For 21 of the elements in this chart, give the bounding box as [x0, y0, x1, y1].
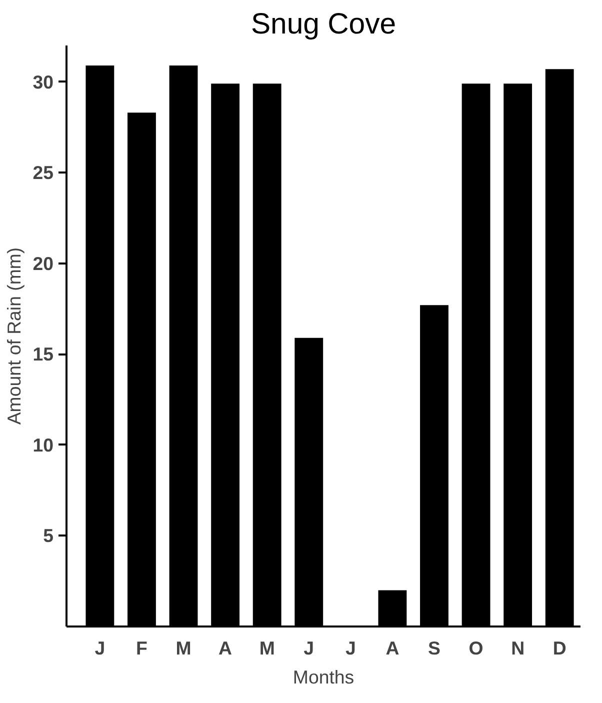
x-tick-label: J: [304, 638, 314, 658]
y-tick-label: 20: [32, 252, 54, 274]
x-tick-label: J: [94, 638, 106, 658]
x-tick-label: D: [552, 638, 566, 658]
x-tick-label: N: [511, 638, 525, 658]
y-tick-label: 10: [32, 434, 54, 456]
x-tick-label: S: [428, 638, 440, 658]
y-tick-label: 30: [32, 71, 54, 92]
x-tick-label: F: [136, 638, 148, 658]
y-tick-label: 15: [32, 344, 54, 365]
x-tick-label: A: [218, 638, 232, 658]
y-tick-label: 5: [43, 525, 54, 546]
x-tick-label: M: [259, 638, 275, 658]
x-tick-label: M: [176, 638, 192, 658]
y-axis-title: Amount of Rain (mm): [4, 247, 25, 425]
x-tick-label: O: [468, 638, 484, 658]
chart-title: Snug Cove: [250, 8, 396, 40]
x-axis-title: Months: [292, 666, 354, 688]
x-tick-label: A: [386, 638, 400, 658]
y-tick-label: 25: [32, 162, 54, 184]
x-tick-label: J: [345, 638, 356, 658]
